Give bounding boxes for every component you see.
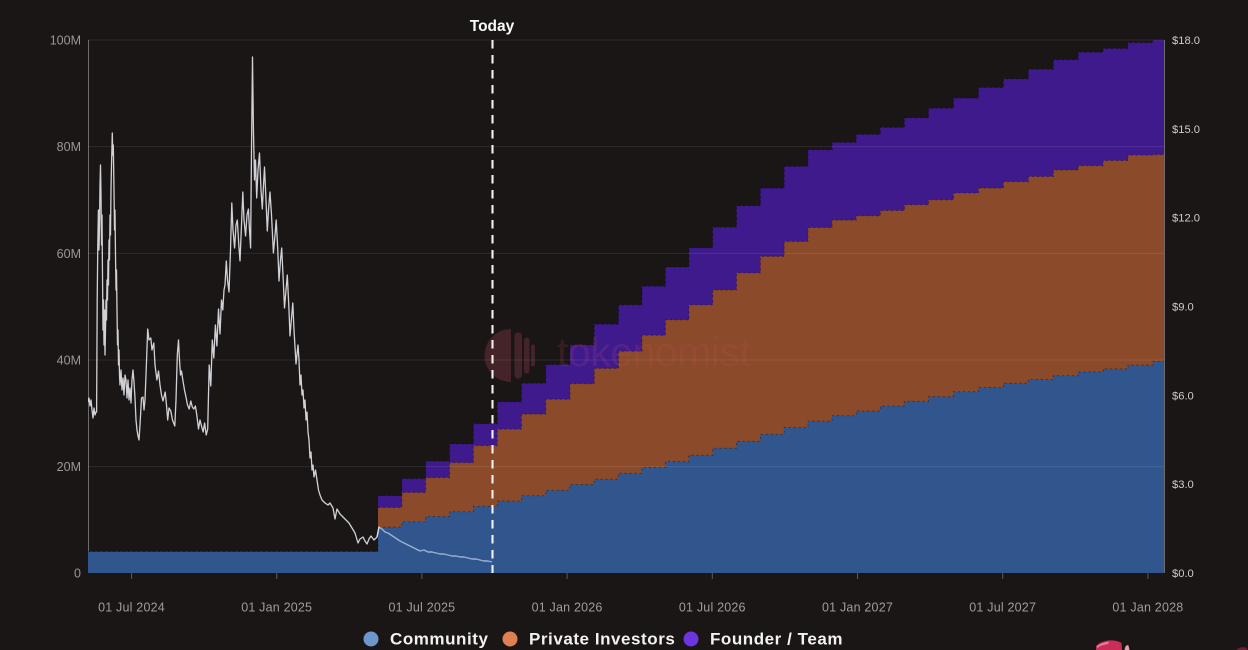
svg-text:40M: 40M — [57, 354, 81, 368]
svg-text:01 Jul 2024: 01 Jul 2024 — [98, 601, 165, 615]
svg-text:$6.0: $6.0 — [1172, 390, 1194, 402]
svg-text:01 Jan 2027: 01 Jan 2027 — [822, 601, 893, 615]
svg-text:Today: Today — [470, 18, 515, 35]
svg-text:$18.0: $18.0 — [1172, 35, 1200, 47]
svg-text:$9.0: $9.0 — [1172, 302, 1194, 314]
svg-text:$15.0: $15.0 — [1172, 124, 1200, 136]
svg-text:01 Jul 2027: 01 Jul 2027 — [969, 601, 1036, 615]
svg-text:0: 0 — [74, 567, 81, 581]
svg-text:01 Jan 2025: 01 Jan 2025 — [241, 601, 312, 615]
svg-text:$0.0: $0.0 — [1172, 568, 1194, 580]
svg-text:100M: 100M — [50, 34, 81, 48]
svg-text:Founder / Team: Founder / Team — [710, 630, 843, 649]
svg-text:01 Jan 2026: 01 Jan 2026 — [532, 601, 603, 615]
svg-text:01 Jul 2025: 01 Jul 2025 — [388, 601, 455, 615]
svg-text:Community: Community — [390, 630, 488, 649]
svg-text:$12.0: $12.0 — [1172, 213, 1200, 225]
svg-text:20M: 20M — [57, 460, 81, 474]
svg-text:Private Investors: Private Investors — [529, 630, 675, 649]
svg-text:tokenomist: tokenomist — [557, 329, 751, 375]
svg-text:60M: 60M — [57, 247, 81, 261]
svg-text:$3.0: $3.0 — [1172, 479, 1194, 491]
svg-text:80M: 80M — [57, 140, 81, 154]
svg-text:01 Jan 2028: 01 Jan 2028 — [1112, 601, 1183, 615]
svg-text:01 Jul 2026: 01 Jul 2026 — [679, 601, 746, 615]
